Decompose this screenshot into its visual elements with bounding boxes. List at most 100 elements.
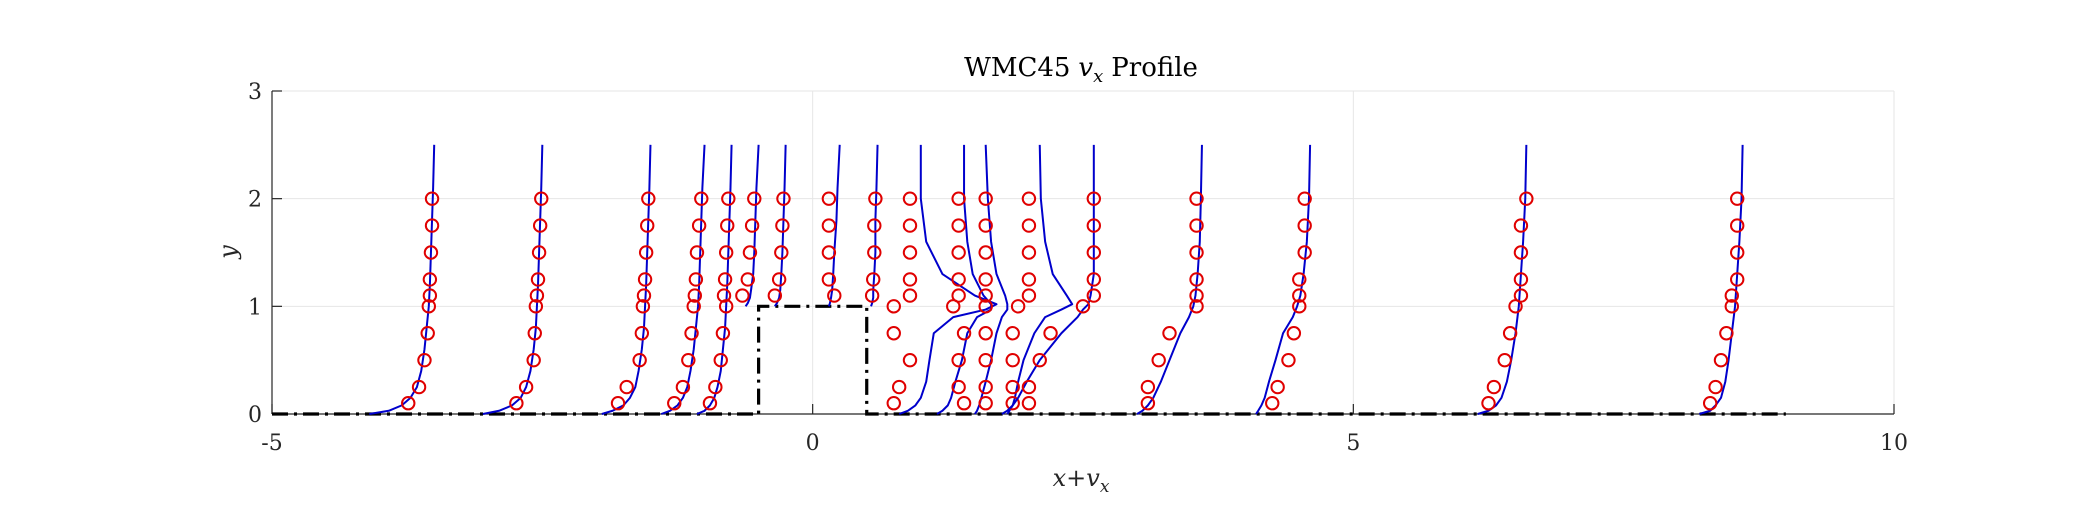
experiment-point: [951, 288, 966, 303]
profiles: [369, 144, 1745, 415]
experiment-point: [715, 326, 731, 341]
simulation-profile-line: [744, 144, 760, 307]
experiment-point: [527, 326, 542, 341]
experiment-point: [424, 191, 440, 206]
experiment-point: [868, 191, 883, 206]
experiment-point: [526, 352, 541, 368]
experiment-point: [1140, 379, 1156, 395]
experiment-point: [1497, 352, 1512, 368]
velocity-profile: [660, 144, 709, 415]
experiment-point: [978, 272, 993, 287]
experiment-point: [978, 326, 993, 341]
experiment-point: [1189, 299, 1204, 314]
velocity-profile: [1477, 144, 1534, 415]
experiment-point: [978, 288, 993, 303]
experiment-point: [691, 218, 707, 233]
experiment-point: [1270, 379, 1285, 395]
experiment-point: [1021, 396, 1037, 411]
x-axis-label-x: x: [1053, 464, 1067, 492]
experiment-point: [686, 299, 701, 314]
velocity-profile: [696, 144, 736, 415]
experiment-point: [681, 352, 696, 368]
x-tick-label: -5: [261, 431, 282, 456]
x-tick-label: 5: [1346, 431, 1360, 456]
experiment-point: [1151, 352, 1166, 368]
experiment-point: [634, 326, 650, 341]
experiment-point: [531, 245, 547, 260]
velocity-profile: [1255, 144, 1312, 415]
experiment-point: [1292, 272, 1307, 287]
velocity-profile: [1699, 144, 1745, 415]
experiment-point: [1297, 218, 1312, 233]
experiment-point: [1021, 218, 1037, 233]
experiment-point: [1075, 299, 1091, 314]
experiment-point: [667, 396, 682, 411]
experiment-point: [864, 288, 880, 303]
velocity-profile: [864, 144, 883, 307]
experiment-point: [978, 379, 993, 395]
experiment-point: [421, 299, 436, 314]
geometry-outline: [272, 304, 1786, 416]
experiment-point: [886, 396, 901, 411]
experiment-point: [735, 288, 750, 303]
x-tick-label: 0: [806, 431, 820, 456]
experiment-point: [902, 191, 918, 206]
experiment-point: [1189, 288, 1204, 303]
velocity-profile: [821, 144, 842, 307]
tick-labels: -5 0 5 10 0 1 2 3: [248, 80, 1908, 456]
experiment-point: [867, 245, 882, 260]
experiment-point: [636, 288, 652, 303]
experiment-point: [902, 288, 918, 303]
x-axis-label-v: v: [1086, 464, 1100, 492]
experiment-point: [509, 396, 524, 411]
experiment-point: [422, 272, 438, 287]
chart-title-subscript: x: [1093, 66, 1103, 87]
experiment-point: [776, 191, 791, 206]
experiment-point: [771, 272, 787, 287]
experiment-point: [1513, 245, 1529, 260]
velocity-profile: [974, 144, 1009, 415]
chart-title: WMC45 vx Profile: [964, 53, 1198, 87]
experiment-point: [689, 245, 705, 260]
experiment-point: [951, 245, 966, 260]
chart-title-symbol: v: [1078, 53, 1093, 83]
experiment-point: [1724, 299, 1740, 314]
y-tick-label: 2: [248, 188, 262, 213]
experiment-point: [1281, 352, 1296, 368]
experiment-point: [717, 272, 733, 287]
experiment-point: [951, 218, 966, 233]
experiment-point: [891, 379, 907, 395]
experiment-point: [978, 352, 993, 368]
chart-title-prefix: WMC45: [964, 53, 1070, 83]
experiment-point: [978, 245, 993, 260]
experiment-point: [518, 379, 534, 395]
velocity-profile: [886, 144, 998, 415]
experiment-point: [684, 326, 699, 341]
experiment-point: [1513, 218, 1529, 233]
experiment-point: [716, 288, 732, 303]
step-geometry-line: [272, 304, 1786, 416]
experiment-point: [1162, 326, 1177, 341]
experiment-point: [774, 245, 789, 260]
velocity-profile: [482, 144, 549, 415]
experiment-point: [1502, 326, 1518, 341]
experiment-point: [886, 299, 901, 314]
experiment-point: [401, 396, 416, 411]
experiment-point: [775, 218, 790, 233]
experiment-point: [1292, 299, 1307, 314]
experiment-point: [1086, 191, 1102, 206]
experiment-point: [1021, 379, 1037, 395]
experiment-point: [951, 379, 966, 395]
experiment-point: [956, 326, 972, 341]
experiment-point: [635, 299, 651, 314]
simulation-profile-line: [898, 144, 998, 415]
experiment-point: [1702, 396, 1718, 411]
experiment-point: [694, 191, 709, 206]
experiment-point: [821, 245, 837, 260]
experiment-point: [886, 326, 901, 341]
experiment-point: [411, 379, 427, 395]
experiment-point: [1086, 272, 1102, 287]
experiment-point: [902, 218, 918, 233]
